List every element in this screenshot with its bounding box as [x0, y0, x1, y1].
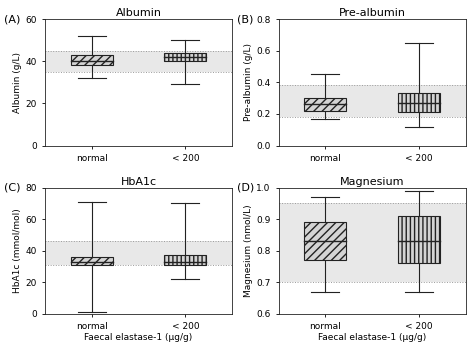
Title: Magnesium: Magnesium — [340, 177, 404, 187]
Title: Pre-albumin: Pre-albumin — [338, 8, 406, 18]
Bar — [304, 98, 346, 111]
Bar — [45, 241, 232, 265]
Bar — [71, 257, 113, 265]
X-axis label: Faecal elastase-1 (μg/g): Faecal elastase-1 (μg/g) — [318, 332, 426, 342]
Bar — [71, 55, 113, 65]
Title: Albumin: Albumin — [116, 8, 162, 18]
Y-axis label: Albumin (g/L): Albumin (g/L) — [13, 52, 22, 113]
Bar — [304, 222, 346, 260]
Bar — [279, 203, 465, 282]
Text: (A): (A) — [4, 14, 20, 24]
Title: HbA1c: HbA1c — [120, 177, 157, 187]
Bar — [45, 51, 232, 72]
Bar — [164, 53, 206, 61]
Y-axis label: Magnesium (nmol/L): Magnesium (nmol/L) — [244, 204, 253, 297]
Y-axis label: Pre-albumin (g/L): Pre-albumin (g/L) — [244, 43, 253, 121]
Text: (C): (C) — [4, 182, 20, 192]
Bar — [398, 216, 440, 264]
Bar — [279, 85, 465, 117]
Bar — [398, 93, 440, 112]
Text: (B): (B) — [237, 14, 254, 24]
Text: (D): (D) — [237, 182, 255, 192]
X-axis label: Faecal elastase-1 (μg/g): Faecal elastase-1 (μg/g) — [84, 332, 193, 342]
Y-axis label: HbA1c (mmol/mol): HbA1c (mmol/mol) — [13, 208, 22, 293]
Bar — [164, 256, 206, 265]
